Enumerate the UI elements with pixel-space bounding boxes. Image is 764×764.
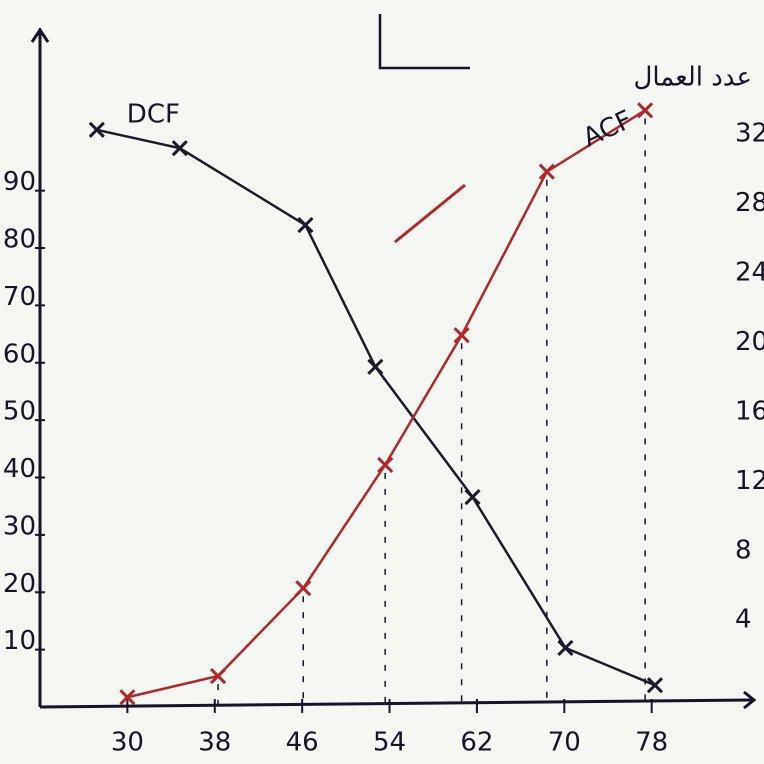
y2-tick-label: 28 (735, 188, 764, 218)
series-label: DCF (127, 99, 180, 129)
x-tick-label: 78 (635, 728, 668, 758)
y2-tick-label: 24 (735, 258, 764, 288)
y2-axis-label: عدد العمال (633, 63, 752, 93)
y-tick-label: 90 (3, 167, 36, 197)
x-tick-label: 30 (111, 728, 144, 758)
y-tick-label: 30 (3, 511, 36, 541)
x-tick-label: 70 (548, 728, 581, 758)
y2-tick-label: 4 (735, 605, 752, 635)
y-tick-label: 10 (3, 626, 36, 656)
y-tick-label: 80 (3, 225, 36, 255)
y-tick-label: 60 (3, 339, 36, 369)
y-tick-label: 50 (3, 397, 36, 427)
y-tick-label: 40 (3, 454, 36, 484)
y-tick-label: 70 (3, 282, 36, 312)
y-tick-label: 20 (3, 569, 36, 599)
y2-tick-label: 16 (735, 396, 764, 426)
y2-tick-label: 12 (735, 466, 764, 496)
x-tick-label: 62 (460, 728, 493, 758)
x-tick-label: 38 (198, 728, 231, 758)
x-tick-label: 54 (373, 728, 406, 758)
y2-tick-label: 20 (735, 327, 764, 357)
y2-tick-label: 32 (735, 119, 764, 149)
x-tick-label: 46 (286, 728, 319, 758)
chart: عدد العمال 30 38 46 54 62 70 78 10 20 30 40 50 60 70 8… (0, 0, 764, 764)
y2-tick-label: 8 (735, 535, 752, 565)
